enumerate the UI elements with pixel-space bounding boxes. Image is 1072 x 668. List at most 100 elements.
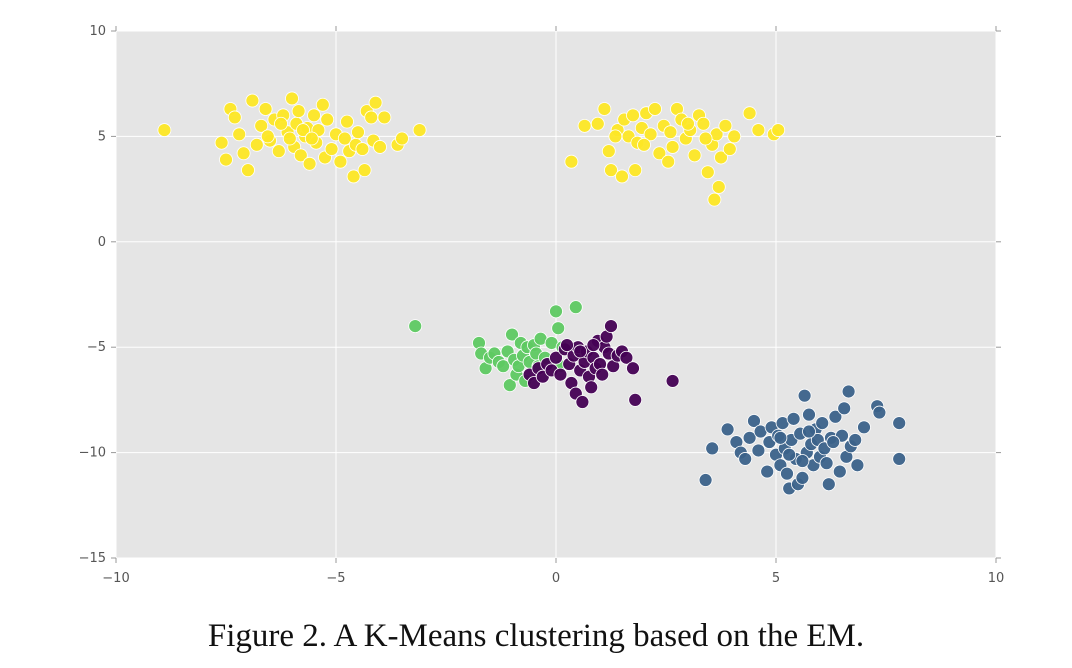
axes: −10 −5 0 5 10 10 5 0 −5 −10 −15 bbox=[79, 24, 1005, 586]
data-point-cluster-1 bbox=[377, 110, 392, 125]
data-points bbox=[157, 91, 907, 496]
data-point-cluster-2 bbox=[496, 359, 511, 374]
x-tick-label: 10 bbox=[988, 571, 1005, 586]
data-point-cluster-1 bbox=[282, 131, 297, 146]
data-point-cluster-3 bbox=[584, 380, 599, 395]
data-point-cluster-4 bbox=[705, 441, 720, 456]
data-point-cluster-4 bbox=[892, 416, 907, 430]
data-point-cluster-2 bbox=[568, 300, 583, 315]
data-point-cluster-4 bbox=[850, 458, 865, 473]
data-point-cluster-1 bbox=[727, 129, 742, 144]
data-point-cluster-1 bbox=[696, 116, 711, 131]
data-point-cluster-1 bbox=[320, 112, 335, 127]
data-point-cluster-1 bbox=[214, 135, 229, 150]
data-point-cluster-1 bbox=[714, 150, 728, 165]
data-point-cluster-4 bbox=[773, 430, 788, 445]
data-point-cluster-1 bbox=[241, 163, 255, 178]
data-point-cluster-3 bbox=[573, 344, 588, 359]
data-point-cluster-3 bbox=[595, 367, 610, 382]
data-point-cluster-1 bbox=[357, 163, 372, 178]
data-point-cluster-1 bbox=[628, 163, 643, 178]
data-point-cluster-4 bbox=[837, 401, 852, 416]
data-point-cluster-1 bbox=[236, 146, 251, 161]
data-point-cluster-1 bbox=[355, 142, 370, 156]
data-point-cluster-4 bbox=[698, 473, 713, 487]
data-point-cluster-4 bbox=[751, 443, 766, 458]
data-point-cluster-1 bbox=[373, 140, 387, 154]
data-point-cluster-4 bbox=[720, 422, 735, 437]
data-point-cluster-3 bbox=[626, 361, 640, 376]
data-point-cluster-3 bbox=[553, 367, 568, 382]
data-point-cluster-1 bbox=[751, 123, 766, 137]
y-tick-label: −5 bbox=[87, 340, 106, 355]
data-point-cluster-1 bbox=[707, 192, 722, 207]
data-point-cluster-1 bbox=[608, 129, 623, 144]
data-point-cluster-1 bbox=[687, 148, 702, 163]
data-point-cluster-2 bbox=[502, 378, 517, 393]
data-point-cluster-3 bbox=[549, 350, 563, 365]
data-point-cluster-1 bbox=[604, 163, 618, 178]
data-point-cluster-4 bbox=[795, 454, 810, 468]
data-point-cluster-1 bbox=[597, 102, 612, 116]
data-point-cluster-4 bbox=[802, 407, 816, 422]
data-point-cluster-2 bbox=[505, 327, 519, 342]
y-tick-label: 5 bbox=[98, 129, 106, 144]
data-point-cluster-4 bbox=[802, 424, 816, 439]
data-point-cluster-1 bbox=[648, 102, 662, 116]
data-point-cluster-4 bbox=[782, 447, 797, 462]
data-point-cluster-3 bbox=[619, 350, 634, 365]
data-point-cluster-1 bbox=[258, 102, 273, 116]
x-tick-label: 5 bbox=[772, 571, 780, 586]
data-point-cluster-4 bbox=[832, 464, 847, 479]
data-point-cluster-3 bbox=[604, 319, 618, 334]
y-tick-label: −10 bbox=[79, 446, 106, 461]
data-point-cluster-1 bbox=[274, 116, 288, 131]
data-point-cluster-1 bbox=[698, 131, 713, 146]
data-point-cluster-1 bbox=[232, 127, 247, 142]
data-point-cluster-1 bbox=[304, 131, 319, 146]
data-point-cluster-1 bbox=[643, 127, 658, 142]
data-point-cluster-4 bbox=[892, 452, 907, 466]
data-point-cluster-4 bbox=[857, 420, 871, 435]
data-point-cluster-1 bbox=[285, 91, 299, 106]
x-tick-label: −10 bbox=[102, 571, 129, 586]
data-point-cluster-1 bbox=[718, 118, 733, 133]
data-point-cluster-1 bbox=[637, 137, 651, 152]
data-point-cluster-1 bbox=[245, 93, 260, 108]
data-point-cluster-4 bbox=[841, 384, 856, 399]
data-point-cluster-1 bbox=[315, 97, 330, 112]
data-point-cluster-4 bbox=[819, 456, 834, 471]
data-point-cluster-2 bbox=[551, 321, 566, 336]
data-point-cluster-1 bbox=[577, 118, 592, 133]
data-point-cluster-1 bbox=[254, 118, 269, 133]
x-tick-label: 0 bbox=[552, 571, 560, 586]
data-point-cluster-1 bbox=[324, 142, 339, 156]
data-point-cluster-1 bbox=[249, 137, 264, 152]
data-point-cluster-3 bbox=[586, 338, 601, 352]
data-point-cluster-1 bbox=[615, 169, 629, 184]
data-point-cluster-4 bbox=[797, 388, 812, 403]
data-point-cluster-3 bbox=[665, 374, 680, 388]
y-tick-label: 10 bbox=[89, 24, 106, 39]
data-point-cluster-1 bbox=[771, 123, 786, 137]
data-point-cluster-1 bbox=[652, 146, 667, 161]
data-point-cluster-1 bbox=[626, 108, 640, 123]
data-point-cluster-1 bbox=[412, 123, 427, 137]
data-point-cluster-1 bbox=[742, 106, 757, 121]
y-tick-label: 0 bbox=[98, 235, 106, 250]
data-point-cluster-2 bbox=[549, 304, 563, 319]
data-point-cluster-3 bbox=[575, 395, 590, 409]
data-point-cluster-4 bbox=[795, 470, 810, 485]
data-point-cluster-4 bbox=[742, 430, 757, 445]
data-point-cluster-1 bbox=[351, 125, 365, 140]
data-point-cluster-4 bbox=[786, 411, 801, 426]
data-point-cluster-1 bbox=[293, 148, 308, 163]
data-point-cluster-1 bbox=[661, 154, 676, 169]
data-point-cluster-1 bbox=[722, 142, 737, 156]
data-point-cluster-4 bbox=[780, 466, 794, 481]
data-point-cluster-4 bbox=[848, 433, 863, 447]
data-point-cluster-1 bbox=[665, 140, 680, 154]
data-point-cluster-1 bbox=[333, 154, 348, 169]
data-point-cluster-4 bbox=[738, 452, 753, 466]
